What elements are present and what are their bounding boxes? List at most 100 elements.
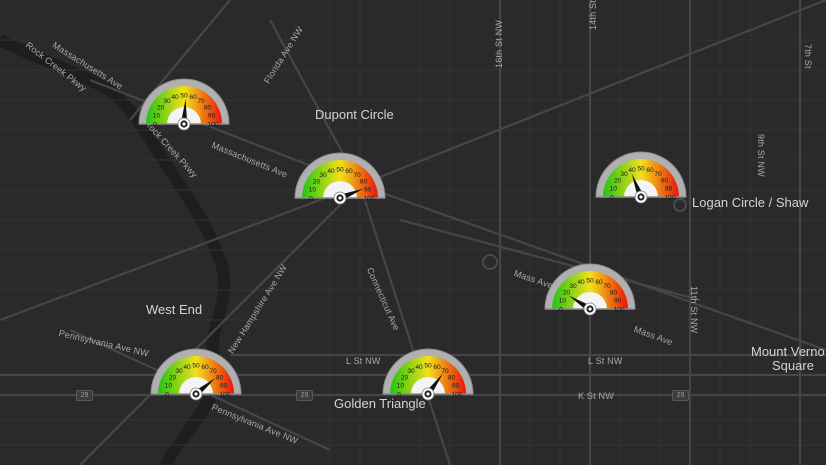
gauge-tick-label: 50 [180, 93, 188, 100]
gauge-tick-label: 40 [628, 167, 636, 174]
gauge-color-band [603, 159, 679, 197]
gauge-tick-label: 100 [207, 122, 218, 129]
place-label-west-end: West End [146, 302, 203, 317]
gauge-tick-label: 90 [364, 187, 372, 194]
street-label-16th: 16th St NW [494, 19, 504, 68]
gauge-hub-center [182, 122, 186, 126]
gauge-tick-label: 100 [451, 392, 462, 399]
gauge-tick-label: 50 [336, 167, 344, 174]
gauge-tick-label: 30 [620, 171, 628, 178]
gauge-tick-label: 0 [153, 122, 157, 129]
street-label-14th: 14th St [588, 0, 598, 30]
gauge-tick-label: 20 [313, 179, 321, 186]
gauge-tick-label: 60 [433, 364, 441, 371]
gauge-golden-triangle[interactable]: 0 10 20 30 40 50 60 70 80 90 100 [381, 347, 475, 401]
gauge-face [179, 377, 213, 394]
gauge-tick-label: 80 [360, 179, 368, 186]
gauge-tick-label: 20 [614, 178, 622, 185]
gauge-tick-label: 100 [363, 196, 374, 203]
route-shield-29-left: 29 [76, 390, 93, 401]
gauge-tick-label: 50 [192, 363, 200, 370]
gauge-tick-label: 40 [183, 364, 191, 371]
gauge-tick-label: 60 [345, 168, 353, 175]
gauge-tick-label: 0 [165, 392, 169, 399]
route-shield-29-right: 29 [672, 390, 689, 401]
gauge-tick-label: 10 [153, 113, 161, 120]
place-label-dupont-circle: Dupont Circle [315, 107, 394, 122]
place-label-mount-vernon-line1: Mount Verno [751, 344, 825, 359]
gauge-tick-label: 80 [610, 290, 618, 297]
place-label-logan-circle: Logan Circle / Shaw [692, 195, 809, 210]
gauge-tick-label: 0 [610, 195, 614, 202]
gauge-logan[interactable]: 0 10 20 30 40 50 60 70 80 90 100 [594, 150, 688, 204]
gauge-tick-label: 10 [559, 298, 567, 305]
gauge-tick-label: 0 [559, 307, 563, 314]
street-label-l-st-2: L St NW [588, 356, 623, 366]
gauge-tick-label: 90 [614, 298, 622, 305]
gauge-hub-center [639, 195, 643, 199]
gauge-tick-label: 50 [586, 278, 594, 285]
gauge-hub-center [194, 392, 198, 396]
gauge-hub-center [338, 196, 342, 200]
gauge-tick-label: 40 [171, 94, 179, 101]
gauge-face [624, 180, 658, 197]
gauge-tick-label: 80 [448, 375, 456, 382]
gauge-tick-label: 70 [654, 171, 662, 178]
street-label-k-st: K St NW [578, 391, 614, 401]
gauge-hub-center [426, 392, 430, 396]
gauge-tick-label: 70 [197, 98, 205, 105]
gauge-massachusetts[interactable]: 0 10 20 30 40 50 60 70 80 90 100 [137, 77, 231, 131]
gauge-tick-label: 70 [209, 368, 217, 375]
gauge-tick-label: 20 [169, 375, 177, 382]
gauge-tick-label: 60 [646, 167, 654, 174]
gauge-hub-center [588, 307, 592, 311]
gauge-tick-label: 50 [424, 363, 432, 370]
gauge-mass-ave-east[interactable]: 0 10 20 30 40 50 60 70 80 90 100 [543, 262, 637, 316]
gauge-tick-label: 70 [441, 368, 449, 375]
route-shield-29-center: 29 [296, 390, 313, 401]
gauge-tick-label: 40 [327, 168, 335, 175]
gauge-tick-label: 20 [157, 105, 165, 112]
gauge-tick-label: 0 [309, 196, 313, 203]
gauge-tick-label: 20 [563, 290, 571, 297]
gauge-tick-label: 90 [208, 113, 216, 120]
gauge-tick-label: 60 [201, 364, 209, 371]
gauge-tick-label: 100 [613, 307, 624, 314]
gauge-tick-label: 60 [189, 94, 197, 101]
gauge-tick-label: 90 [220, 383, 228, 390]
gauge-tick-label: 40 [577, 279, 585, 286]
gauge-tick-label: 50 [637, 166, 645, 173]
street-label-7th: 7th St [803, 44, 813, 69]
gauge-tick-label: 10 [610, 186, 618, 193]
gauge-tick-label: 10 [397, 383, 405, 390]
gauge-tick-label: 0 [397, 392, 401, 399]
gauge-tick-label: 10 [309, 187, 317, 194]
street-label-11th: 11th St NW [689, 286, 699, 334]
gauge-tick-label: 30 [319, 172, 327, 179]
street-label-l-st-1: L St NW [346, 356, 381, 366]
gauge-tick-label: 80 [216, 375, 224, 382]
gauge-west-end[interactable]: 0 10 20 30 40 50 60 70 80 90 100 [149, 347, 243, 401]
gauge-tick-label: 90 [452, 383, 460, 390]
gauge-color-band [146, 86, 222, 124]
gauge-tick-label: 80 [204, 105, 212, 112]
gauge-tick-label: 80 [661, 178, 669, 185]
place-label-golden-triangle: Golden Triangle [334, 396, 426, 411]
gauge-color-band [552, 271, 628, 309]
gauge-tick-label: 70 [603, 283, 611, 290]
gauge-tick-label: 10 [165, 383, 173, 390]
gauge-dupont[interactable]: 0 10 20 30 40 50 60 70 80 90 100 [293, 151, 387, 205]
gauge-tick-label: 30 [163, 98, 171, 105]
gauge-tick-label: 90 [665, 186, 673, 193]
gauge-tick-label: 40 [415, 364, 423, 371]
gauge-tick-label: 60 [595, 279, 603, 286]
gauge-tick-label: 100 [219, 392, 230, 399]
gauge-tick-label: 100 [664, 195, 675, 202]
gauge-tick-label: 30 [175, 368, 183, 375]
gauge-tick-label: 20 [401, 375, 409, 382]
